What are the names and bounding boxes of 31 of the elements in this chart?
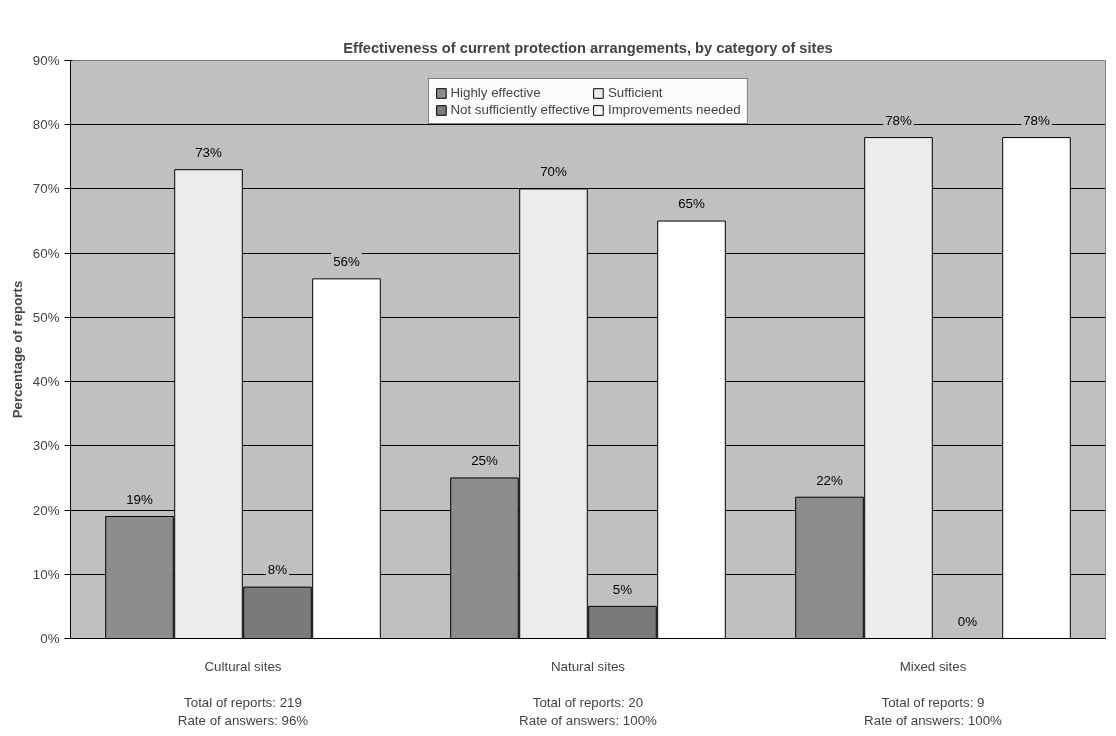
legend-label: Not sufficiently effective xyxy=(450,102,590,117)
legend-label: Highly effective xyxy=(450,85,541,100)
category-label: Mixed sites Total of reports: 9 Rate of answers: 100% xyxy=(864,658,1002,728)
data-label: 78% xyxy=(1023,112,1050,128)
y-tick-label: 90% xyxy=(32,53,60,68)
category-label: Cultural sites Total of reports: 219 Rate of answers: 96% xyxy=(177,658,309,728)
y-tick-label: 40% xyxy=(32,374,60,390)
data-label: 65% xyxy=(678,196,705,212)
y-tick-label: 80% xyxy=(32,117,60,133)
y-tick-label: 20% xyxy=(32,502,60,518)
chart-title: Effectiveness of current protection arrangements, by category of sites xyxy=(343,39,833,56)
legend-label: Sufficient xyxy=(607,85,663,100)
y-axis-title: Percentage of reports xyxy=(9,280,25,419)
data-label: 78% xyxy=(885,112,912,128)
data-label: 73% xyxy=(195,144,222,160)
legend-label: Improvements needed xyxy=(607,102,741,117)
y-tick-label: 50% xyxy=(32,309,60,325)
data-label: 19% xyxy=(126,491,153,507)
data-label: 70% xyxy=(540,164,567,180)
data-label: 8% xyxy=(267,562,288,578)
category-label: Natural sites Total of reports: 20 Rate of answers: 100% xyxy=(519,658,657,728)
y-tick-label: 70% xyxy=(32,181,60,197)
data-label: 25% xyxy=(471,453,498,469)
data-label: 56% xyxy=(333,254,360,270)
y-tick-label: 30% xyxy=(32,438,60,454)
data-label: 22% xyxy=(816,472,843,488)
y-tick-label: 10% xyxy=(32,566,60,582)
y-tick-label: 0% xyxy=(40,631,60,646)
data-label: 0% xyxy=(957,613,978,629)
y-tick-label: 60% xyxy=(32,245,60,261)
data-label: 5% xyxy=(612,581,633,597)
